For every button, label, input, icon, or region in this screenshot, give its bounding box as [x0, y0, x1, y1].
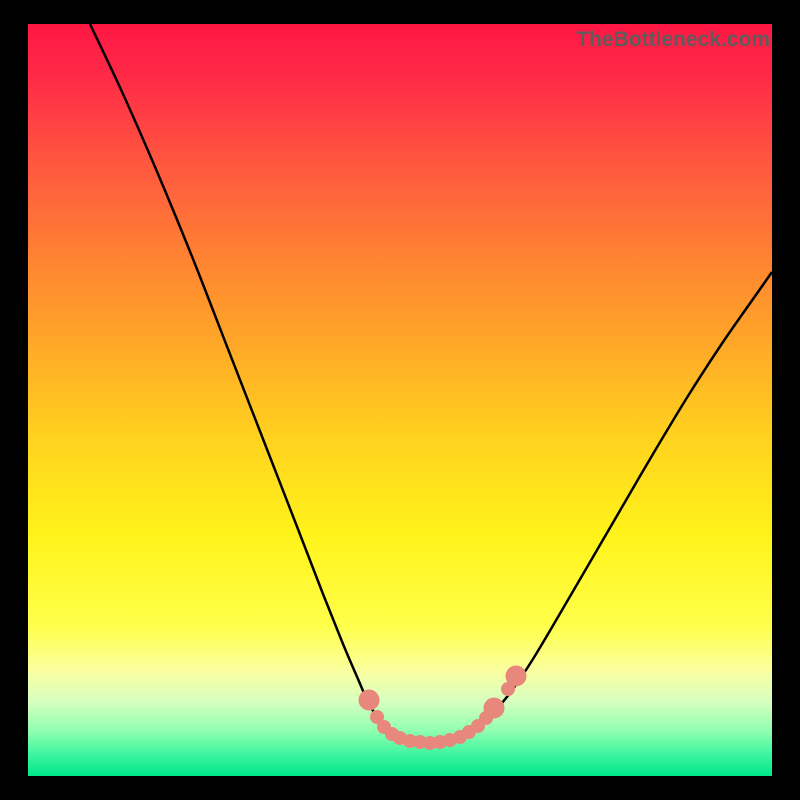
gradient-background — [28, 24, 772, 776]
marker-point — [359, 690, 379, 710]
plot-area — [28, 24, 772, 776]
chart-container: TheBottleneck.com — [0, 0, 800, 800]
watermark-text: TheBottleneck.com — [576, 28, 770, 52]
marker-point — [506, 666, 526, 686]
chart-svg — [28, 24, 772, 776]
marker-point — [484, 698, 504, 718]
